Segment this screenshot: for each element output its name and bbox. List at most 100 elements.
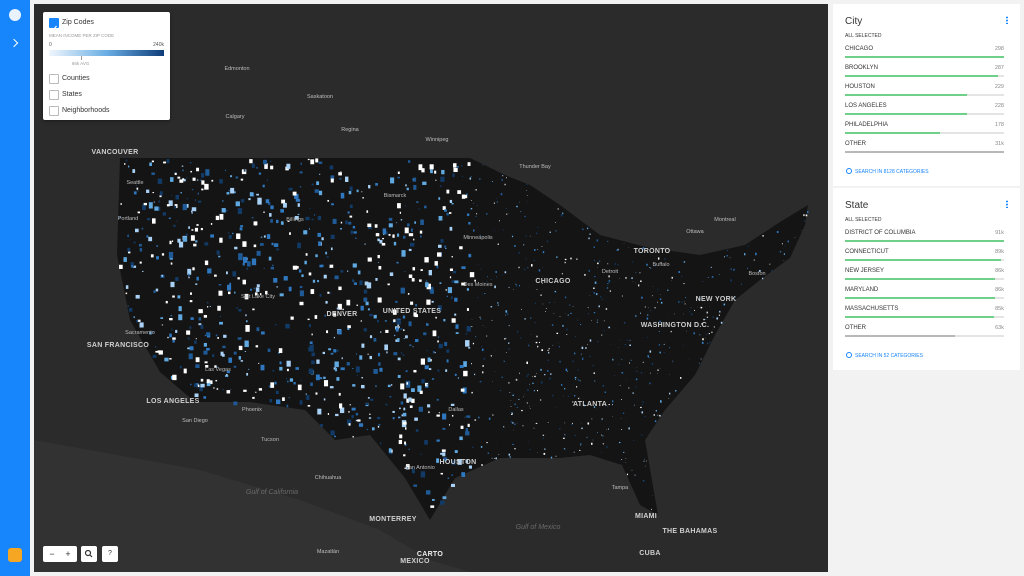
search-categories[interactable]: SEARCH IN 52 CATEGORIES bbox=[855, 353, 923, 359]
avatar[interactable] bbox=[8, 548, 22, 562]
checkbox[interactable] bbox=[49, 106, 59, 116]
zip-area bbox=[491, 457, 493, 459]
zip-area bbox=[444, 341, 448, 347]
zip-area bbox=[549, 377, 551, 380]
zip-area bbox=[288, 187, 293, 191]
category-name: CONNECTICUT bbox=[845, 249, 889, 255]
zip-area bbox=[504, 338, 506, 340]
zip-area bbox=[431, 498, 435, 501]
zip-area bbox=[314, 189, 319, 193]
zip-area bbox=[525, 235, 527, 237]
zip-area bbox=[494, 457, 496, 459]
menu-icon[interactable] bbox=[1006, 200, 1008, 208]
map-label: MIAMI bbox=[635, 513, 657, 520]
category-row[interactable]: NEW JERSEY 86k bbox=[845, 268, 1004, 280]
zip-area bbox=[759, 269, 761, 272]
expand-icon[interactable] bbox=[9, 38, 19, 48]
zip-area bbox=[516, 406, 519, 408]
category-row[interactable]: CONNECTICUT 89k bbox=[845, 249, 1004, 261]
zip-area bbox=[200, 227, 203, 231]
help-button[interactable]: ? bbox=[102, 546, 118, 562]
category-row[interactable]: MARYLAND 86k bbox=[845, 287, 1004, 299]
zip-area bbox=[353, 231, 357, 234]
zip-area bbox=[139, 248, 143, 252]
search-icon bbox=[84, 549, 93, 558]
zip-area bbox=[482, 371, 484, 374]
zip-area bbox=[397, 357, 401, 361]
layer-name[interactable]: Neighborhoods bbox=[62, 107, 110, 114]
category-row[interactable]: PHILADELPHIA 178 bbox=[845, 122, 1004, 134]
zip-area bbox=[451, 256, 453, 258]
zip-area bbox=[448, 212, 452, 214]
layer-name[interactable]: Counties bbox=[62, 75, 90, 82]
zip-area bbox=[395, 327, 399, 332]
zip-area bbox=[290, 316, 294, 320]
search-button[interactable] bbox=[81, 546, 97, 562]
category-row[interactable]: HOUSTON 229 bbox=[845, 84, 1004, 96]
zip-area bbox=[476, 213, 478, 215]
zip-area bbox=[360, 305, 364, 311]
zip-area bbox=[135, 294, 140, 299]
logo[interactable] bbox=[9, 9, 21, 21]
zip-area bbox=[471, 363, 472, 365]
zip-area bbox=[631, 469, 633, 471]
zip-area bbox=[591, 320, 592, 322]
zip-area bbox=[356, 189, 359, 193]
zip-area bbox=[216, 388, 219, 390]
layer-name[interactable]: States bbox=[62, 91, 82, 98]
category-row[interactable]: OTHER 31k bbox=[845, 141, 1004, 153]
menu-icon[interactable] bbox=[1006, 16, 1008, 24]
category-row[interactable]: DISTRICT OF COLUMBIA 91k bbox=[845, 230, 1004, 242]
category-row[interactable]: BROOKLYN 287 bbox=[845, 65, 1004, 77]
zip-area bbox=[475, 189, 477, 191]
zip-area bbox=[642, 247, 645, 250]
zip-area bbox=[537, 249, 539, 250]
zip-area bbox=[230, 187, 235, 194]
zip-area bbox=[398, 439, 403, 445]
checkbox[interactable] bbox=[49, 18, 59, 31]
category-row[interactable]: OTHER 63k bbox=[845, 325, 1004, 337]
zip-area bbox=[497, 243, 499, 245]
zip-area bbox=[608, 428, 610, 430]
zip-area bbox=[359, 280, 363, 286]
zip-area bbox=[142, 270, 144, 272]
zip-area bbox=[339, 228, 343, 230]
category-row[interactable]: CHICAGO 298 bbox=[845, 46, 1004, 58]
zip-area bbox=[495, 198, 497, 199]
zip-area bbox=[392, 309, 397, 315]
zip-area bbox=[346, 419, 352, 425]
zoom-out[interactable]: − bbox=[49, 549, 55, 559]
zip-area bbox=[338, 286, 342, 291]
zip-area bbox=[681, 275, 683, 277]
zip-area bbox=[226, 271, 228, 275]
sidebar bbox=[0, 0, 30, 576]
zip-area bbox=[446, 359, 449, 363]
zip-area bbox=[707, 343, 709, 345]
zoom-in[interactable]: + bbox=[65, 549, 71, 559]
zip-area bbox=[172, 374, 177, 381]
zip-area bbox=[542, 251, 545, 254]
zip-area bbox=[191, 210, 193, 213]
zip-area bbox=[327, 291, 330, 294]
category-row[interactable]: LOS ANGELES 228 bbox=[845, 103, 1004, 115]
zip-area bbox=[570, 312, 572, 314]
zip-area bbox=[702, 338, 704, 341]
checkbox[interactable] bbox=[49, 90, 59, 100]
checkbox[interactable] bbox=[49, 74, 59, 84]
zip-area bbox=[426, 299, 431, 305]
zip-area bbox=[146, 189, 150, 193]
layer-name[interactable]: Zip Codes bbox=[62, 19, 94, 26]
zip-area bbox=[520, 211, 522, 213]
zip-area bbox=[623, 243, 625, 244]
zip-area bbox=[454, 280, 459, 284]
category-row[interactable]: MASSACHUSETTS 85k bbox=[845, 306, 1004, 318]
zip-area bbox=[450, 459, 452, 461]
zip-area bbox=[228, 232, 230, 234]
zip-area bbox=[186, 330, 191, 335]
zip-area bbox=[138, 243, 142, 247]
search-categories[interactable]: SEARCH IN 8128 CATEGORIES bbox=[855, 169, 929, 175]
zip-area bbox=[124, 163, 126, 165]
zip-area bbox=[501, 179, 503, 181]
bar-track bbox=[845, 94, 1004, 96]
zip-area bbox=[805, 214, 808, 217]
